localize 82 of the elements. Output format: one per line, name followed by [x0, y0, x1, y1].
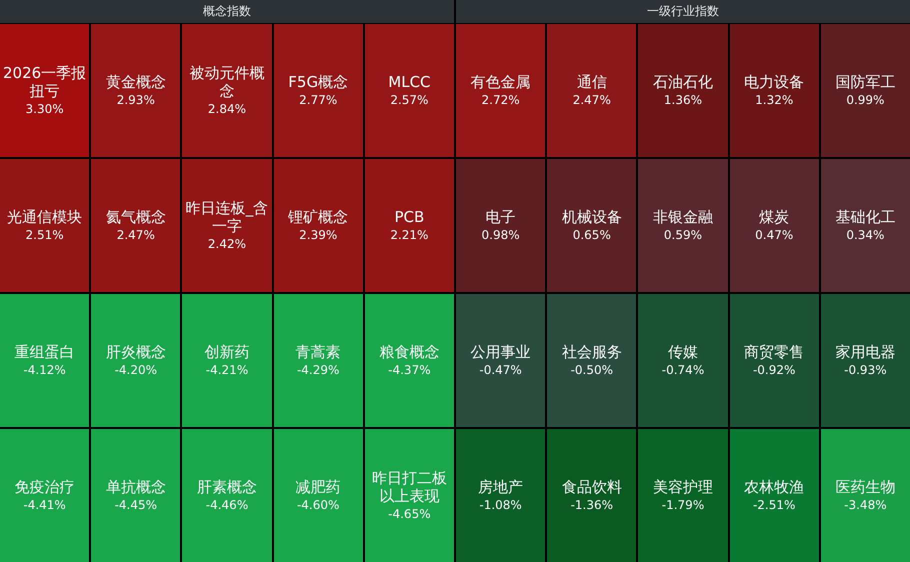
category-label: 青蒿素 — [296, 342, 341, 360]
category-label: 煤炭 — [759, 208, 790, 226]
data-label: 3.30% — [26, 100, 64, 118]
data-label: 0.98% — [482, 226, 520, 244]
category-label: 美容护理 — [652, 478, 713, 496]
data-label: 2.47% — [116, 226, 155, 244]
category-label: 传媒 — [668, 342, 698, 360]
data-label: 2.72% — [482, 92, 520, 108]
data-label: 2.93% — [116, 92, 155, 108]
data-label: -0.74% — [662, 362, 704, 378]
data-label: -4.65% — [388, 506, 431, 522]
category-label: 食品饮料 — [562, 478, 622, 496]
category-label: 有色金属 — [470, 72, 531, 90]
category-label: 重组蛋白 — [14, 342, 75, 360]
data-label: 1.32% — [755, 92, 794, 108]
category-label: 黄金概念 — [106, 72, 166, 90]
category-label: 被动元件概念 — [188, 64, 266, 100]
category-label: 创新药 — [204, 342, 250, 360]
category-label: 减肥药 — [296, 478, 341, 496]
data-label: -4.41% — [23, 496, 66, 514]
data-label: 2.42% — [208, 236, 246, 252]
data-label: 2.77% — [299, 92, 338, 108]
data-label: -4.29% — [296, 362, 340, 378]
data-label: 0.65% — [572, 226, 611, 244]
data-label: -1.79% — [662, 496, 704, 514]
category-label: F5G概念 — [288, 72, 348, 90]
data-label: -4.37% — [388, 362, 431, 378]
data-label: 2.47% — [572, 92, 611, 108]
category-label: 石油石化 — [652, 72, 713, 90]
category-label: 肝素概念 — [196, 478, 257, 496]
category-label: 非银金融 — [652, 208, 713, 226]
category-label: 氦气概念 — [106, 208, 166, 226]
data-label: -4.46% — [206, 496, 248, 514]
data-label: -1.08% — [479, 496, 522, 514]
category-label: 电子 — [486, 208, 516, 226]
category-label: 锂矿概念 — [288, 208, 348, 226]
category-label: 粮食概念 — [379, 342, 440, 360]
category-label: MLCC — [388, 72, 431, 90]
data-label: 0.34% — [846, 226, 884, 244]
category-label: 国防军工 — [835, 72, 896, 90]
category-label: 昨日打二板以上表现 — [370, 468, 448, 504]
category-label: 光通信模块 — [7, 208, 82, 226]
data-label: 0.99% — [846, 92, 884, 108]
category-label: 单抗概念 — [106, 478, 166, 496]
data-label: -4.20% — [114, 362, 158, 378]
category-label: 农林牧渔 — [744, 478, 804, 496]
data-label: 2.84% — [208, 100, 246, 118]
text: 一级行业指数 — [456, 0, 910, 23]
category-label: 电力设备 — [744, 72, 804, 90]
category-label: 机械设备 — [562, 208, 622, 226]
data-label: -4.60% — [296, 496, 340, 514]
data-label: -0.93% — [844, 362, 887, 378]
data-label: -1.36% — [570, 496, 614, 514]
category-label: 商贸零售 — [744, 342, 804, 360]
data-label: -0.92% — [752, 362, 796, 378]
data-label: 0.59% — [664, 226, 702, 244]
data-label: 0.47% — [755, 226, 794, 244]
category-label: 2026一季报扭亏 — [3, 64, 86, 100]
category-label: 医药生物 — [835, 478, 896, 496]
text: 概念指数 — [0, 0, 454, 23]
data-label: 2.51% — [26, 226, 64, 244]
category-label: 基础化工 — [835, 208, 896, 226]
data-label: 2.57% — [390, 92, 428, 108]
data-label: -2.51% — [752, 496, 796, 514]
data-label: 2.39% — [299, 226, 338, 244]
category-label: 通信 — [576, 72, 607, 90]
category-label: 昨日连板_含一字 — [185, 198, 269, 234]
data-label: 1.36% — [664, 92, 702, 108]
data-label: 2.21% — [390, 226, 428, 244]
category-label: 免疫治疗 — [14, 478, 75, 496]
category-label: PCB — [394, 208, 424, 226]
data-label: -0.47% — [479, 362, 522, 378]
data-label: -4.45% — [114, 496, 158, 514]
category-label: 社会服务 — [562, 342, 622, 360]
data-label: -4.12% — [23, 362, 66, 378]
data-label: -3.48% — [844, 496, 887, 514]
data-label: -4.21% — [206, 362, 248, 378]
category-label: 家用电器 — [835, 342, 896, 360]
category-label: 肝炎概念 — [106, 342, 166, 360]
category-label: 房地产 — [478, 478, 524, 496]
data-label: -0.50% — [570, 362, 614, 378]
category-label: 公用事业 — [470, 342, 531, 360]
